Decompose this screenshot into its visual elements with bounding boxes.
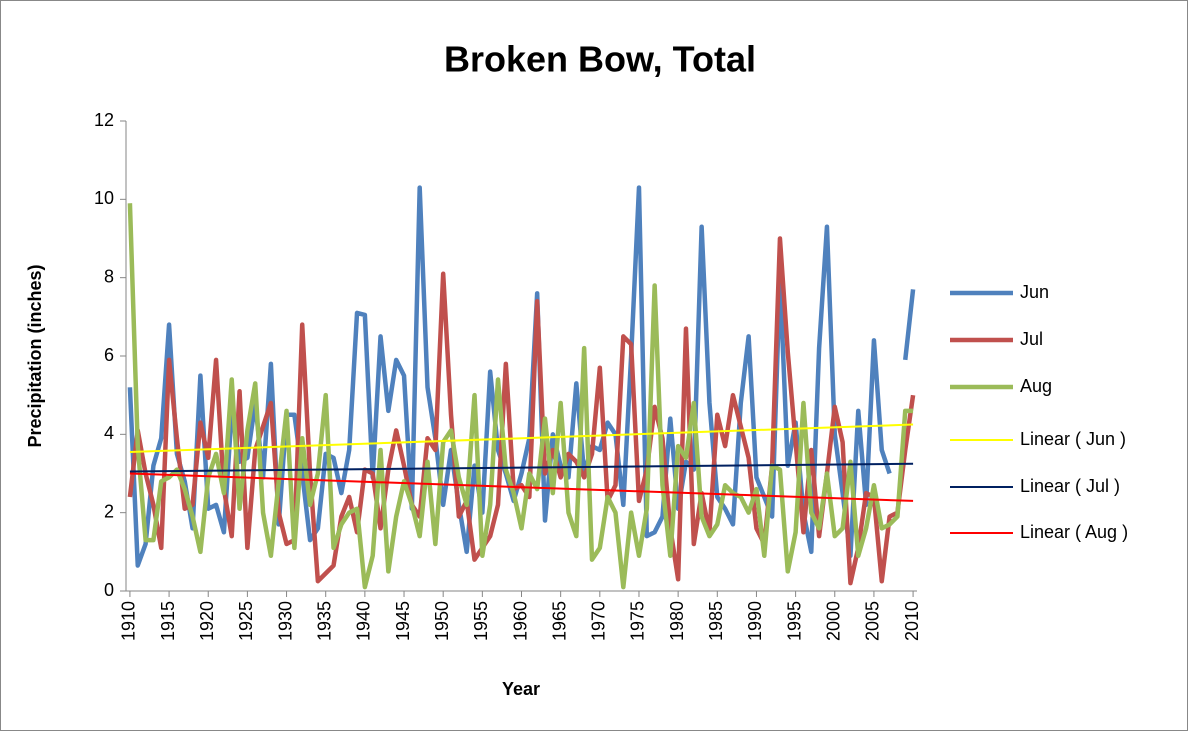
- series-line: [129, 462, 914, 473]
- x-tick-label: 1990: [745, 601, 765, 641]
- legend-label: Aug: [1020, 376, 1052, 396]
- x-tick-label: 1910: [119, 601, 139, 641]
- y-tick-label: 12: [94, 110, 114, 130]
- x-tick-label: 1970: [589, 601, 609, 641]
- series-line: [129, 472, 914, 502]
- legend-label: Linear ( Jun ): [1020, 429, 1126, 449]
- x-tick-label: 1995: [784, 601, 804, 641]
- x-tick-label: 2010: [902, 601, 922, 641]
- legend-label: Linear ( Jul ): [1020, 476, 1120, 496]
- y-tick-label: 2: [104, 501, 114, 521]
- y-tick-label: 4: [104, 423, 114, 443]
- legend-label: Jul: [1020, 329, 1043, 349]
- y-tick-label: 6: [104, 345, 114, 365]
- x-axis-label: Year: [502, 679, 540, 699]
- x-tick-label: 1935: [314, 601, 334, 641]
- series-line: [129, 423, 914, 453]
- chart-title: Broken Bow, Total: [444, 39, 756, 80]
- x-tick-label: 2005: [863, 601, 883, 641]
- x-tick-label: 1985: [706, 601, 726, 641]
- x-tick-label: 1975: [628, 601, 648, 641]
- x-tick-label: 1950: [432, 601, 452, 641]
- x-tick-label: 1980: [667, 601, 687, 641]
- y-tick-label: 10: [94, 188, 114, 208]
- x-tick-label: 1925: [236, 601, 256, 641]
- y-axis-label: Precipitation (inches): [25, 264, 45, 447]
- x-tick-label: 1955: [471, 601, 491, 641]
- x-tick-label: 1965: [549, 601, 569, 641]
- x-tick-label: 1960: [510, 601, 530, 641]
- x-tick-label: 1930: [275, 601, 295, 641]
- y-tick-label: 8: [104, 266, 114, 286]
- x-tick-label: 1920: [197, 601, 217, 641]
- legend-label: Linear ( Aug ): [1020, 522, 1128, 542]
- x-tick-label: 1915: [158, 601, 178, 641]
- y-tick-label: 0: [104, 580, 114, 600]
- legend-label: Jun: [1020, 282, 1049, 302]
- x-tick-label: 2000: [824, 601, 844, 641]
- x-tick-label: 1940: [354, 601, 374, 641]
- x-tick-label: 1945: [393, 601, 413, 641]
